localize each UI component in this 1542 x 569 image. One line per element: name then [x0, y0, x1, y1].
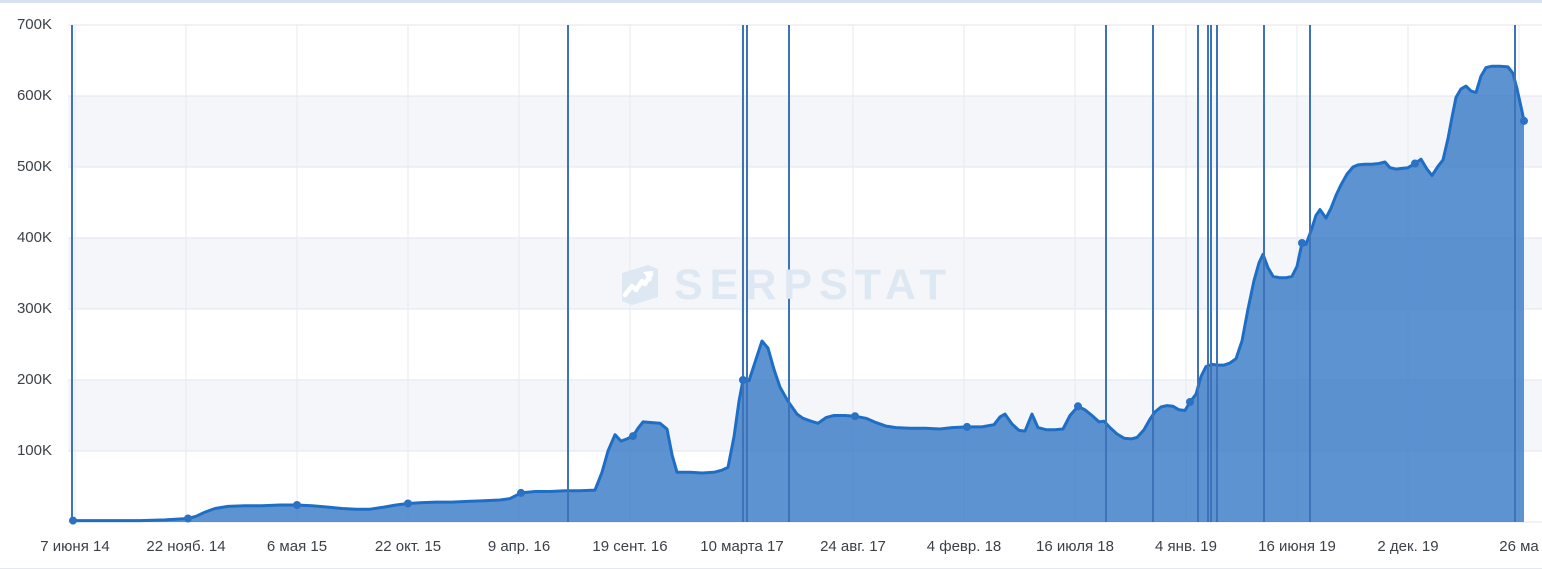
- x-tick-label: 10 марта 17: [700, 538, 784, 555]
- data-point-dot[interactable]: [1411, 159, 1419, 168]
- data-point-dot[interactable]: [1520, 116, 1528, 125]
- data-point-dot[interactable]: [739, 376, 747, 384]
- x-tick-label: 7 июня 14: [40, 538, 110, 555]
- data-point-dot[interactable]: [404, 499, 412, 508]
- data-point-dot[interactable]: [963, 422, 971, 431]
- y-tick-label: 600K: [16, 87, 52, 104]
- data-point-dot[interactable]: [1074, 402, 1082, 411]
- y-tick-label: 100K: [16, 442, 52, 459]
- x-tick-label: 22 окт. 15: [374, 538, 442, 555]
- data-point-dot[interactable]: [851, 412, 859, 421]
- y-tick-label: 500K: [16, 158, 52, 175]
- x-tick-label: 26 ма: [1499, 538, 1539, 555]
- data-point-dot[interactable]: [1186, 398, 1194, 406]
- x-tick-label: 16 июня 19: [1258, 538, 1336, 555]
- x-tick-label: 2 дек. 19: [1377, 538, 1439, 555]
- y-tick-label: 200K: [16, 371, 52, 388]
- x-tick-label: 4 янв. 19: [1155, 538, 1217, 555]
- y-tick-label: 700K: [16, 16, 52, 33]
- x-tick-label: 4 февр. 18: [926, 538, 1002, 555]
- plot-band: [68, 96, 1542, 167]
- x-tick-label: 9 апр. 16: [487, 538, 551, 555]
- data-point-dot[interactable]: [293, 501, 301, 509]
- data-point-dot[interactable]: [1298, 239, 1306, 247]
- data-point-dot[interactable]: [517, 488, 525, 497]
- data-point-dot[interactable]: [184, 514, 192, 523]
- x-tick-label: 16 июля 18: [1036, 538, 1114, 555]
- data-point-dot[interactable]: [629, 432, 637, 441]
- y-tick-label: 400K: [16, 229, 52, 246]
- chart-canvas[interactable]: [0, 3, 1542, 569]
- x-tick-label: 24 авг. 17: [820, 538, 886, 555]
- y-tick-label: 300K: [16, 300, 52, 317]
- area-series-line: [71, 64, 1526, 523]
- x-tick-label: 19 сент. 16: [592, 538, 668, 555]
- data-point-dot[interactable]: [69, 516, 77, 525]
- x-tick-label: 6 мая 15: [266, 538, 328, 555]
- x-tick-label: 22 нояб. 14: [146, 538, 226, 555]
